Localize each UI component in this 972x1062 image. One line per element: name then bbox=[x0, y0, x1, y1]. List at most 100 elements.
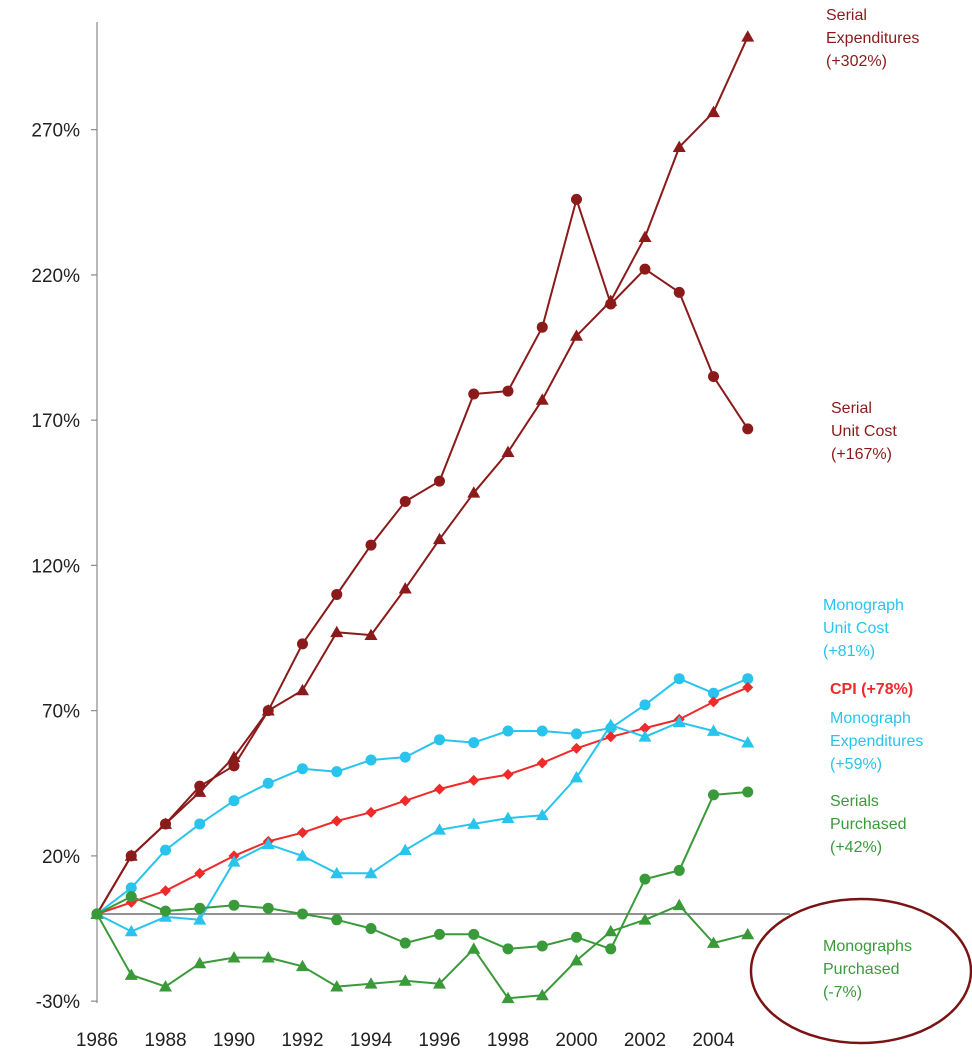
data-point bbox=[194, 902, 206, 914]
series-label-5: Serials Purchased (+42%) bbox=[830, 793, 907, 856]
series-label-line: Expenditures bbox=[826, 30, 919, 47]
data-point bbox=[501, 991, 515, 1004]
y-tick-label: 120% bbox=[31, 556, 80, 577]
data-point bbox=[707, 105, 720, 118]
data-point bbox=[398, 843, 412, 855]
data-point bbox=[160, 844, 171, 856]
data-point bbox=[468, 774, 480, 786]
x-tick-label: 1994 bbox=[350, 1030, 393, 1051]
x-tick-label: 1988 bbox=[144, 1030, 186, 1051]
data-point bbox=[742, 673, 754, 685]
data-point bbox=[742, 423, 754, 435]
data-point bbox=[124, 924, 138, 937]
data-point bbox=[571, 193, 582, 205]
data-point bbox=[707, 724, 720, 736]
series-label-line: Serial bbox=[826, 7, 867, 24]
series-line bbox=[96, 686, 749, 915]
series-line bbox=[96, 904, 749, 1000]
data-point bbox=[434, 928, 445, 940]
series-label-line: (+81%) bbox=[823, 643, 875, 660]
data-point bbox=[365, 923, 377, 935]
data-point bbox=[160, 885, 171, 897]
y-tick-label: -30% bbox=[36, 992, 80, 1013]
series-line bbox=[96, 198, 749, 915]
series-4 bbox=[90, 715, 755, 937]
data-point bbox=[262, 902, 274, 914]
data-point bbox=[262, 777, 274, 789]
data-point bbox=[228, 899, 240, 911]
data-point bbox=[708, 687, 719, 699]
y-tick-label: 170% bbox=[31, 411, 80, 432]
data-point bbox=[365, 539, 377, 551]
x-tick-label: 2004 bbox=[692, 1030, 735, 1051]
series-label-line: (+167%) bbox=[831, 446, 892, 463]
data-point bbox=[364, 628, 378, 640]
data-point bbox=[570, 953, 583, 966]
data-point bbox=[331, 588, 343, 600]
data-point bbox=[159, 980, 172, 992]
data-point bbox=[433, 532, 446, 545]
data-point bbox=[399, 495, 411, 507]
data-point bbox=[297, 763, 308, 775]
data-point bbox=[124, 968, 138, 980]
series-label-line: Expenditures bbox=[830, 733, 923, 750]
data-point bbox=[708, 696, 719, 708]
data-point bbox=[638, 230, 652, 243]
y-tick-label: 70% bbox=[42, 702, 80, 723]
data-point bbox=[535, 808, 549, 821]
series-line bbox=[96, 677, 749, 915]
data-point bbox=[605, 731, 617, 743]
data-point bbox=[502, 385, 514, 397]
data-point bbox=[399, 937, 411, 949]
series-label-line: Unit Cost bbox=[831, 423, 897, 440]
data-point bbox=[467, 817, 481, 829]
series-2 bbox=[91, 673, 754, 920]
data-point bbox=[261, 837, 275, 850]
data-point bbox=[297, 638, 308, 650]
data-point bbox=[742, 681, 754, 693]
data-point bbox=[331, 766, 343, 778]
series-label-line: Monographs bbox=[823, 938, 912, 955]
x-tick-label: 2002 bbox=[624, 1030, 666, 1051]
data-point bbox=[536, 757, 548, 769]
data-point bbox=[605, 298, 617, 310]
data-point bbox=[638, 730, 652, 742]
data-point bbox=[331, 815, 343, 827]
x-tick-label: 1996 bbox=[418, 1030, 460, 1051]
data-point bbox=[639, 873, 651, 885]
data-point bbox=[297, 827, 308, 839]
data-point bbox=[330, 625, 344, 638]
data-point bbox=[502, 725, 514, 737]
data-point bbox=[228, 760, 240, 772]
data-point bbox=[467, 942, 481, 954]
data-point bbox=[639, 722, 651, 734]
series-label-line: Monograph bbox=[830, 710, 911, 727]
data-point bbox=[501, 445, 515, 457]
data-point bbox=[468, 928, 480, 940]
data-point bbox=[296, 683, 309, 696]
data-point bbox=[261, 951, 275, 963]
series-label-line: (+42%) bbox=[830, 839, 882, 856]
data-point bbox=[708, 789, 719, 801]
series-label-line: Purchased bbox=[823, 961, 900, 978]
data-point bbox=[296, 849, 309, 861]
data-point bbox=[193, 913, 207, 925]
series-label-line: Monograph bbox=[823, 597, 904, 614]
data-point bbox=[742, 786, 754, 798]
series-line bbox=[96, 791, 748, 950]
data-point bbox=[502, 943, 514, 955]
data-point bbox=[434, 734, 445, 746]
series-label-4: Monograph Expenditures (+59%) bbox=[830, 710, 923, 773]
data-point bbox=[502, 769, 514, 781]
data-point bbox=[571, 742, 582, 754]
data-point bbox=[297, 908, 308, 920]
series-label-6: Monographs Purchased (-7%) bbox=[823, 938, 912, 1001]
data-point bbox=[365, 754, 377, 766]
x-tick-label: 2000 bbox=[555, 1030, 597, 1051]
data-point bbox=[399, 795, 411, 807]
data-point bbox=[638, 913, 652, 925]
data-point bbox=[468, 737, 480, 749]
data-point bbox=[571, 728, 582, 740]
data-point bbox=[330, 980, 344, 992]
